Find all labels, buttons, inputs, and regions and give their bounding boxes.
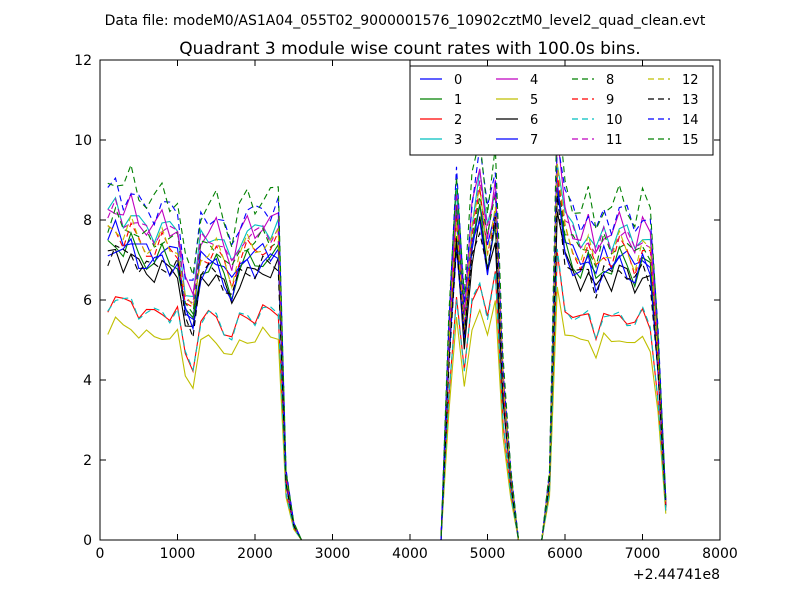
legend-label-10: 10 [606,113,623,128]
x-offset-label: +2.44741e8 [633,567,720,583]
series-line-15 [107,99,667,541]
x-tick-label: 4000 [392,546,428,562]
legend-label-15: 15 [682,133,699,148]
x-tick-label: 6000 [547,546,583,562]
legend-label-3: 3 [454,133,462,148]
legend-label-12: 12 [682,73,699,88]
legend-label-4: 4 [530,73,538,88]
series-line-11 [107,169,667,541]
legend-label-1: 1 [454,93,462,108]
series-line-8 [107,174,667,541]
series-line-10 [107,248,667,541]
axis-ticks: 0 1000 2000 3000 4000 5000 6000 7000 80000246810… [74,53,738,562]
series-line-0 [107,191,667,541]
legend-label-11: 11 [606,133,623,148]
plot-lines [107,99,667,541]
suptitle: Data file: modeM0/AS1A04_055T02_90000015… [105,13,706,29]
legend-label-14: 14 [682,113,699,128]
legend-label-9: 9 [606,93,614,108]
x-tick-label: 7000 [625,546,661,562]
y-tick-label: 0 [83,533,92,549]
legend-label-13: 13 [682,93,699,108]
x-tick-label: 3000 [315,546,351,562]
legend-label-8: 8 [606,73,614,88]
legend-box [409,65,714,156]
series-line-6 [107,211,667,541]
legend-label-7: 7 [530,133,538,148]
series-line-12 [107,163,667,541]
x-tick-label: 2000 [237,546,273,562]
y-tick-label: 8 [83,213,92,229]
series-line-2 [107,252,667,541]
series-line-9 [107,176,667,541]
series-line-1 [107,185,667,541]
series-line-3 [107,164,667,541]
y-tick-label: 12 [74,53,92,69]
legend-label-6: 6 [530,113,538,128]
x-tick-label: 5000 [470,546,506,562]
legend-label-5: 5 [530,93,538,108]
series-line-14 [107,140,667,541]
legend-label-0: 0 [454,73,462,88]
y-tick-label: 4 [83,373,92,389]
y-tick-label: 10 [74,133,92,149]
x-tick-label: 8000 [702,546,738,562]
y-tick-label: 6 [83,293,92,309]
y-tick-label: 2 [83,453,92,469]
legend-label-2: 2 [454,113,462,128]
x-tick-label: 0 [96,546,105,562]
x-tick-label: 1000 [160,546,196,562]
chart-title: Quadrant 3 module wise count rates with … [179,39,640,59]
series-line-4 [107,134,667,541]
